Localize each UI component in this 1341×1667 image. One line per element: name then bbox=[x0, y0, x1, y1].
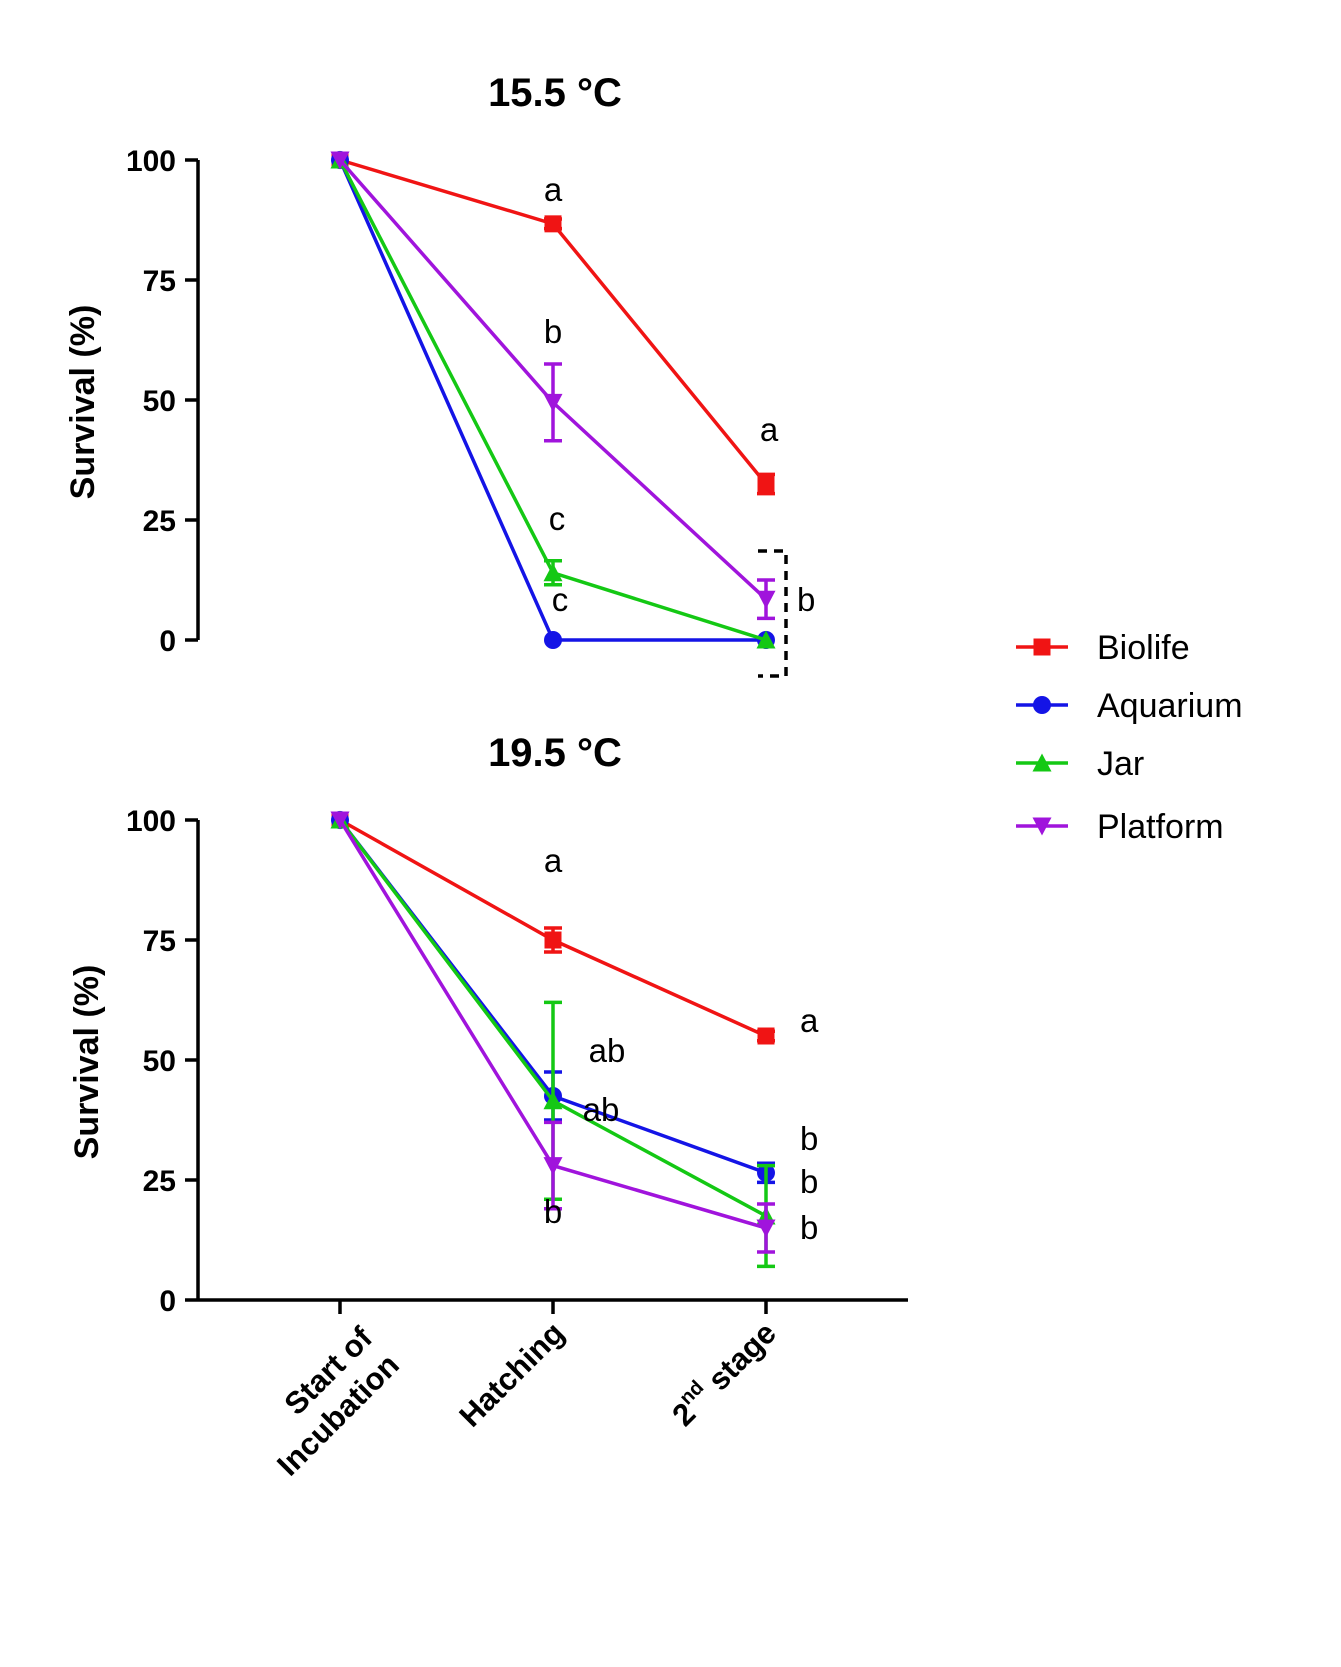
y-ticks-19-5: 0 25 50 75 100 bbox=[126, 805, 176, 1318]
significance-letter: b bbox=[544, 1193, 562, 1230]
y-tick-label: 50 bbox=[143, 1045, 176, 1078]
legend-item-aquarium: Aquarium bbox=[1016, 687, 1243, 725]
legend-marker bbox=[1032, 817, 1052, 836]
x-tick-2nd-stage-text: 2nd stage bbox=[663, 1313, 783, 1433]
data-point bbox=[544, 215, 562, 233]
legend-label: Aquarium bbox=[1097, 687, 1243, 725]
data-point bbox=[757, 475, 775, 493]
y-tick-label: 0 bbox=[159, 1285, 176, 1318]
data-point bbox=[543, 1157, 563, 1176]
y-tick-label: 75 bbox=[143, 265, 176, 298]
y-tick-label: 100 bbox=[126, 145, 176, 178]
legend: Biolife Aquarium Jar Platform bbox=[1016, 629, 1243, 846]
legend-marker bbox=[1033, 638, 1051, 656]
significance-letter: c bbox=[549, 500, 566, 537]
data-point bbox=[544, 931, 562, 949]
series-jar bbox=[330, 150, 776, 649]
significance-letter: b bbox=[800, 1120, 818, 1157]
y-tick-label: 25 bbox=[143, 505, 176, 538]
y-axis-label: Survival (%) bbox=[68, 965, 106, 1160]
significance-letter: b bbox=[800, 1163, 818, 1200]
legend-label: Platform bbox=[1097, 808, 1224, 846]
panel-title-15-5: 15.5 °C bbox=[488, 71, 622, 115]
significance-letter: b bbox=[797, 581, 815, 618]
significance-letter: a bbox=[544, 171, 563, 208]
panel-title-19-5: 19.5 °C bbox=[488, 731, 622, 775]
legend-label: Jar bbox=[1097, 745, 1144, 783]
legend-label: Biolife bbox=[1097, 629, 1190, 667]
y-tick-label: 0 bbox=[159, 625, 176, 658]
legend-marker bbox=[1032, 753, 1052, 772]
series-15-5 bbox=[330, 150, 776, 649]
legend-item-jar: Jar bbox=[1016, 745, 1144, 783]
y-tick-label: 25 bbox=[143, 1165, 176, 1198]
x-tick-hatching: Hatching bbox=[452, 1315, 571, 1434]
legend-marker bbox=[1033, 696, 1051, 714]
significance-letter: b bbox=[544, 313, 562, 350]
x-tick-hatching-text: Hatching bbox=[452, 1315, 571, 1434]
significance-letters-15-5: a b c c a b bbox=[544, 171, 816, 618]
data-point bbox=[330, 151, 350, 170]
significance-letter: a bbox=[544, 842, 563, 879]
data-point bbox=[543, 393, 563, 412]
legend-item-biolife: Biolife bbox=[1016, 629, 1190, 667]
y-tick-label: 50 bbox=[143, 385, 176, 418]
data-point bbox=[756, 590, 776, 609]
significance-letter: a bbox=[800, 1002, 819, 1039]
data-point bbox=[757, 1027, 775, 1045]
x-tick-start: Start of Incubation bbox=[270, 1320, 406, 1483]
series-19-5 bbox=[330, 810, 776, 1269]
y-axis-15-5 bbox=[185, 158, 200, 642]
significance-letter: c bbox=[552, 581, 569, 618]
series-platform bbox=[330, 151, 776, 621]
x-tick-2nd-word: stage bbox=[695, 1315, 783, 1403]
data-point bbox=[330, 811, 350, 830]
y-axis-label: Survival (%) bbox=[64, 305, 102, 500]
data-point bbox=[543, 1091, 563, 1110]
y-axis-label-15-5: Survival (%) bbox=[64, 305, 102, 500]
y-ticks-15-5: 0 25 50 75 100 bbox=[126, 145, 176, 658]
data-point bbox=[544, 631, 562, 649]
data-point bbox=[543, 563, 563, 582]
data-point bbox=[756, 630, 776, 649]
legend-item-platform: Platform bbox=[1016, 808, 1224, 846]
panel-15-5: 15.5 °C Survival (%) 0 25 50 75 100 a b c c a b bbox=[64, 71, 816, 678]
y-tick-label: 75 bbox=[143, 925, 176, 958]
x-tick-labels: Start of Incubation Hatching 2nd stage bbox=[270, 1313, 783, 1483]
axes-19-5 bbox=[185, 818, 908, 1314]
y-tick-label: 100 bbox=[126, 805, 176, 838]
dashed-bracket bbox=[758, 549, 788, 678]
x-tick-2nd-stage: 2nd stage bbox=[663, 1313, 783, 1433]
significance-letter: ab bbox=[583, 1091, 620, 1128]
series-platform bbox=[330, 811, 776, 1254]
significance-letter: a bbox=[760, 411, 779, 448]
significance-letter: b bbox=[800, 1209, 818, 1246]
y-axis-label-19-5: Survival (%) bbox=[68, 965, 106, 1160]
significance-letter: ab bbox=[589, 1032, 626, 1069]
data-point bbox=[756, 1219, 776, 1238]
